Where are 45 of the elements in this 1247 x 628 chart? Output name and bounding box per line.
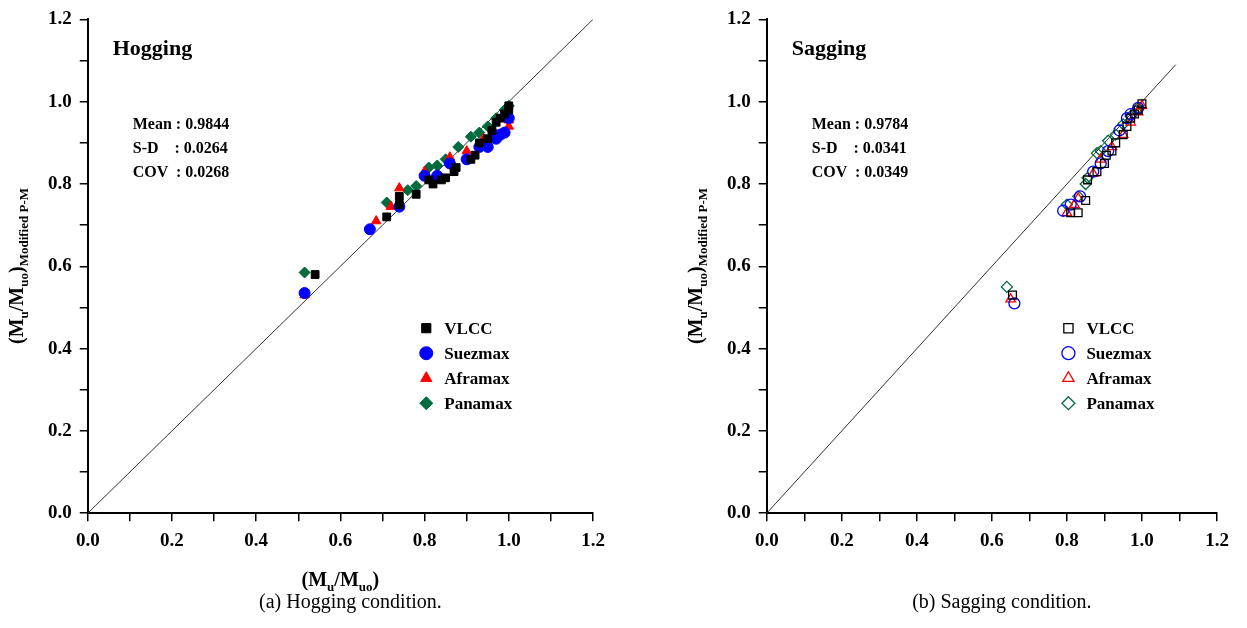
- y-tick-label: 0.0: [48, 501, 72, 523]
- annotation: Mean : 0.9784: [811, 114, 909, 132]
- text: (b) Sagging condition.: [912, 590, 1092, 613]
- y-tick-label: 0.8: [48, 171, 72, 193]
- y-tick-label: 1.0: [727, 89, 751, 111]
- x-tick-label: 0.6: [328, 528, 353, 550]
- text: Hogging: [112, 35, 193, 61]
- x-tick-label: 1.2: [581, 528, 605, 550]
- annotation: S-D : 0.0264: [132, 138, 228, 156]
- y-tick-label: 0.6: [48, 254, 72, 276]
- y-tick-label: 0.4: [727, 336, 752, 358]
- legend-label: VLCC: [1086, 318, 1135, 338]
- y-tick-label: 0.4: [48, 336, 73, 358]
- legend-label: Suezmax: [444, 343, 510, 363]
- y-tick-label: 1.0: [48, 89, 72, 111]
- x-tick-label: 0.2: [829, 528, 854, 550]
- legend-label: Suezmax: [1086, 343, 1153, 363]
- y-tick-label: 1.2: [727, 7, 751, 29]
- text: Sagging: [791, 35, 867, 61]
- x-tick-label: 1.0: [496, 528, 521, 550]
- annotation: S-D : 0.0341: [811, 138, 907, 156]
- y-tick-label: 0.2: [727, 418, 751, 440]
- y-tick-label: 1.2: [48, 7, 72, 29]
- x-tick-label: 0.0: [754, 528, 779, 550]
- legend-label: Panamax: [444, 393, 513, 413]
- x-tick-label: 0.2: [160, 528, 184, 550]
- x-tick-label: 0.8: [412, 528, 437, 550]
- annotation: COV : 0.0268: [132, 162, 230, 180]
- x-tick-label: 0.6: [980, 528, 1004, 550]
- legend-label: Aframax: [444, 368, 510, 388]
- x-tick-label: 0.0: [75, 528, 100, 550]
- x-tick-label: 1.2: [1205, 528, 1229, 550]
- y-tick-label: 0.8: [727, 171, 751, 193]
- y-tick-label: 0.2: [48, 418, 72, 440]
- legend-label: Aframax: [1086, 368, 1153, 388]
- legend-label: Panamax: [1086, 393, 1155, 413]
- x-tick-label: 0.8: [1055, 528, 1079, 550]
- legend-label: VLCC: [444, 318, 493, 338]
- x-tick-label: 1.0: [1130, 528, 1154, 550]
- annotation: Mean : 0.9844: [132, 114, 230, 132]
- x-tick-label: 0.4: [244, 528, 269, 550]
- y-tick-label: 0.6: [727, 254, 751, 276]
- x-tick-label: 0.4: [904, 528, 930, 550]
- y-tick-label: 0.0: [727, 501, 751, 523]
- annotation: COV : 0.0349: [811, 162, 909, 180]
